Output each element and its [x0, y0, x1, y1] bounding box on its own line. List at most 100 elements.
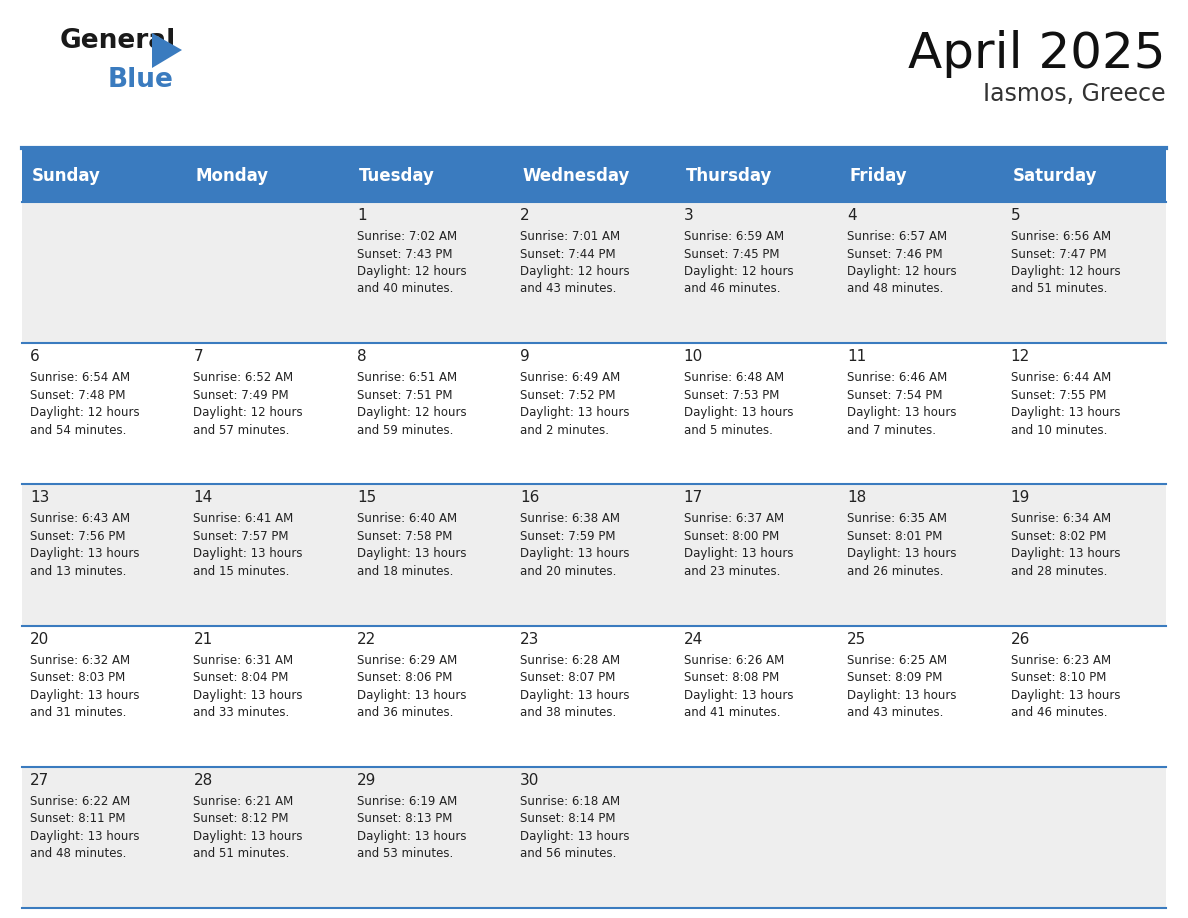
Text: Sunrise: 6:37 AM: Sunrise: 6:37 AM	[684, 512, 784, 525]
Text: Daylight: 12 hours: Daylight: 12 hours	[684, 265, 794, 278]
Text: 15: 15	[356, 490, 377, 506]
Text: 10: 10	[684, 349, 703, 364]
Text: and 33 minutes.: and 33 minutes.	[194, 706, 290, 719]
Text: Sunrise: 6:41 AM: Sunrise: 6:41 AM	[194, 512, 293, 525]
Text: Wednesday: Wednesday	[523, 167, 630, 185]
Text: 19: 19	[1011, 490, 1030, 506]
Text: Daylight: 13 hours: Daylight: 13 hours	[356, 688, 467, 701]
Text: and 54 minutes.: and 54 minutes.	[30, 424, 126, 437]
Text: 18: 18	[847, 490, 866, 506]
Text: 28: 28	[194, 773, 213, 788]
Text: Sunrise: 6:26 AM: Sunrise: 6:26 AM	[684, 654, 784, 666]
Text: Thursday: Thursday	[685, 167, 772, 185]
Bar	[185, 150, 349, 202]
Text: 7: 7	[194, 349, 203, 364]
Bar	[23, 343, 1165, 485]
Text: Sunrise: 6:52 AM: Sunrise: 6:52 AM	[194, 371, 293, 385]
Text: Daylight: 13 hours: Daylight: 13 hours	[520, 547, 630, 560]
Text: and 46 minutes.: and 46 minutes.	[684, 283, 781, 296]
Text: 3: 3	[684, 208, 694, 223]
Bar	[23, 485, 1165, 625]
Text: 12: 12	[1011, 349, 1030, 364]
Text: Daylight: 13 hours: Daylight: 13 hours	[520, 406, 630, 420]
Text: 29: 29	[356, 773, 377, 788]
Text: Daylight: 13 hours: Daylight: 13 hours	[30, 547, 139, 560]
Bar	[23, 202, 1165, 343]
Text: Sunrise: 6:57 AM: Sunrise: 6:57 AM	[847, 230, 947, 243]
Text: 11: 11	[847, 349, 866, 364]
Text: Daylight: 13 hours: Daylight: 13 hours	[684, 688, 794, 701]
Text: Daylight: 13 hours: Daylight: 13 hours	[847, 406, 956, 420]
Text: and 53 minutes.: and 53 minutes.	[356, 847, 453, 860]
Text: 20: 20	[30, 632, 49, 646]
Text: Sunset: 8:02 PM: Sunset: 8:02 PM	[1011, 530, 1106, 543]
Text: Sunset: 7:57 PM: Sunset: 7:57 PM	[194, 530, 289, 543]
Text: Daylight: 13 hours: Daylight: 13 hours	[684, 547, 794, 560]
Text: 16: 16	[520, 490, 539, 506]
Text: and 15 minutes.: and 15 minutes.	[194, 565, 290, 578]
Text: Sunset: 8:07 PM: Sunset: 8:07 PM	[520, 671, 615, 684]
Text: Daylight: 13 hours: Daylight: 13 hours	[847, 688, 956, 701]
Text: 13: 13	[30, 490, 50, 506]
Text: Sunrise: 6:31 AM: Sunrise: 6:31 AM	[194, 654, 293, 666]
Text: and 2 minutes.: and 2 minutes.	[520, 424, 609, 437]
Text: Sunrise: 6:38 AM: Sunrise: 6:38 AM	[520, 512, 620, 525]
Text: 5: 5	[1011, 208, 1020, 223]
Text: Sunrise: 6:21 AM: Sunrise: 6:21 AM	[194, 795, 293, 808]
Text: Sunrise: 6:46 AM: Sunrise: 6:46 AM	[847, 371, 947, 385]
Text: 17: 17	[684, 490, 703, 506]
Text: 26: 26	[1011, 632, 1030, 646]
Text: Daylight: 12 hours: Daylight: 12 hours	[847, 265, 956, 278]
Text: 23: 23	[520, 632, 539, 646]
Text: and 18 minutes.: and 18 minutes.	[356, 565, 454, 578]
Text: Sunrise: 6:19 AM: Sunrise: 6:19 AM	[356, 795, 457, 808]
Text: 25: 25	[847, 632, 866, 646]
Text: Sunset: 8:10 PM: Sunset: 8:10 PM	[1011, 671, 1106, 684]
Text: Daylight: 13 hours: Daylight: 13 hours	[194, 688, 303, 701]
Text: Sunset: 8:00 PM: Sunset: 8:00 PM	[684, 530, 779, 543]
Text: Sunset: 8:14 PM: Sunset: 8:14 PM	[520, 812, 615, 825]
Text: Sunrise: 6:49 AM: Sunrise: 6:49 AM	[520, 371, 620, 385]
Text: Sunset: 7:43 PM: Sunset: 7:43 PM	[356, 248, 453, 261]
Text: and 28 minutes.: and 28 minutes.	[1011, 565, 1107, 578]
Text: Saturday: Saturday	[1012, 167, 1097, 185]
Text: 4: 4	[847, 208, 857, 223]
Text: Daylight: 13 hours: Daylight: 13 hours	[520, 830, 630, 843]
Text: 30: 30	[520, 773, 539, 788]
Text: Daylight: 12 hours: Daylight: 12 hours	[1011, 265, 1120, 278]
Text: 1: 1	[356, 208, 366, 223]
Text: Sunrise: 6:48 AM: Sunrise: 6:48 AM	[684, 371, 784, 385]
Text: and 48 minutes.: and 48 minutes.	[847, 283, 943, 296]
Text: Sunset: 7:54 PM: Sunset: 7:54 PM	[847, 388, 942, 402]
Text: Daylight: 12 hours: Daylight: 12 hours	[356, 406, 467, 420]
Text: Sunset: 7:55 PM: Sunset: 7:55 PM	[1011, 388, 1106, 402]
Text: Daylight: 13 hours: Daylight: 13 hours	[1011, 547, 1120, 560]
Text: Daylight: 13 hours: Daylight: 13 hours	[1011, 406, 1120, 420]
Text: 2: 2	[520, 208, 530, 223]
Text: and 57 minutes.: and 57 minutes.	[194, 424, 290, 437]
Text: Daylight: 13 hours: Daylight: 13 hours	[30, 688, 139, 701]
Text: Daylight: 12 hours: Daylight: 12 hours	[520, 265, 630, 278]
Text: Sunrise: 6:35 AM: Sunrise: 6:35 AM	[847, 512, 947, 525]
Text: and 59 minutes.: and 59 minutes.	[356, 424, 454, 437]
Text: and 56 minutes.: and 56 minutes.	[520, 847, 617, 860]
Text: April 2025: April 2025	[909, 30, 1165, 78]
Text: Sunday: Sunday	[32, 167, 101, 185]
Bar	[349, 150, 512, 202]
Text: and 23 minutes.: and 23 minutes.	[684, 565, 781, 578]
Bar	[23, 625, 1165, 767]
Text: 14: 14	[194, 490, 213, 506]
Text: and 40 minutes.: and 40 minutes.	[356, 283, 454, 296]
Text: Sunset: 8:11 PM: Sunset: 8:11 PM	[30, 812, 126, 825]
Text: Sunset: 7:49 PM: Sunset: 7:49 PM	[194, 388, 289, 402]
Text: and 31 minutes.: and 31 minutes.	[30, 706, 126, 719]
Text: Tuesday: Tuesday	[359, 167, 435, 185]
Text: Blue: Blue	[108, 67, 173, 93]
Text: Sunrise: 6:56 AM: Sunrise: 6:56 AM	[1011, 230, 1111, 243]
Text: and 41 minutes.: and 41 minutes.	[684, 706, 781, 719]
Text: and 51 minutes.: and 51 minutes.	[194, 847, 290, 860]
Text: Sunrise: 6:40 AM: Sunrise: 6:40 AM	[356, 512, 457, 525]
Text: and 5 minutes.: and 5 minutes.	[684, 424, 772, 437]
Text: Iasmos, Greece: Iasmos, Greece	[984, 82, 1165, 106]
Text: and 7 minutes.: and 7 minutes.	[847, 424, 936, 437]
